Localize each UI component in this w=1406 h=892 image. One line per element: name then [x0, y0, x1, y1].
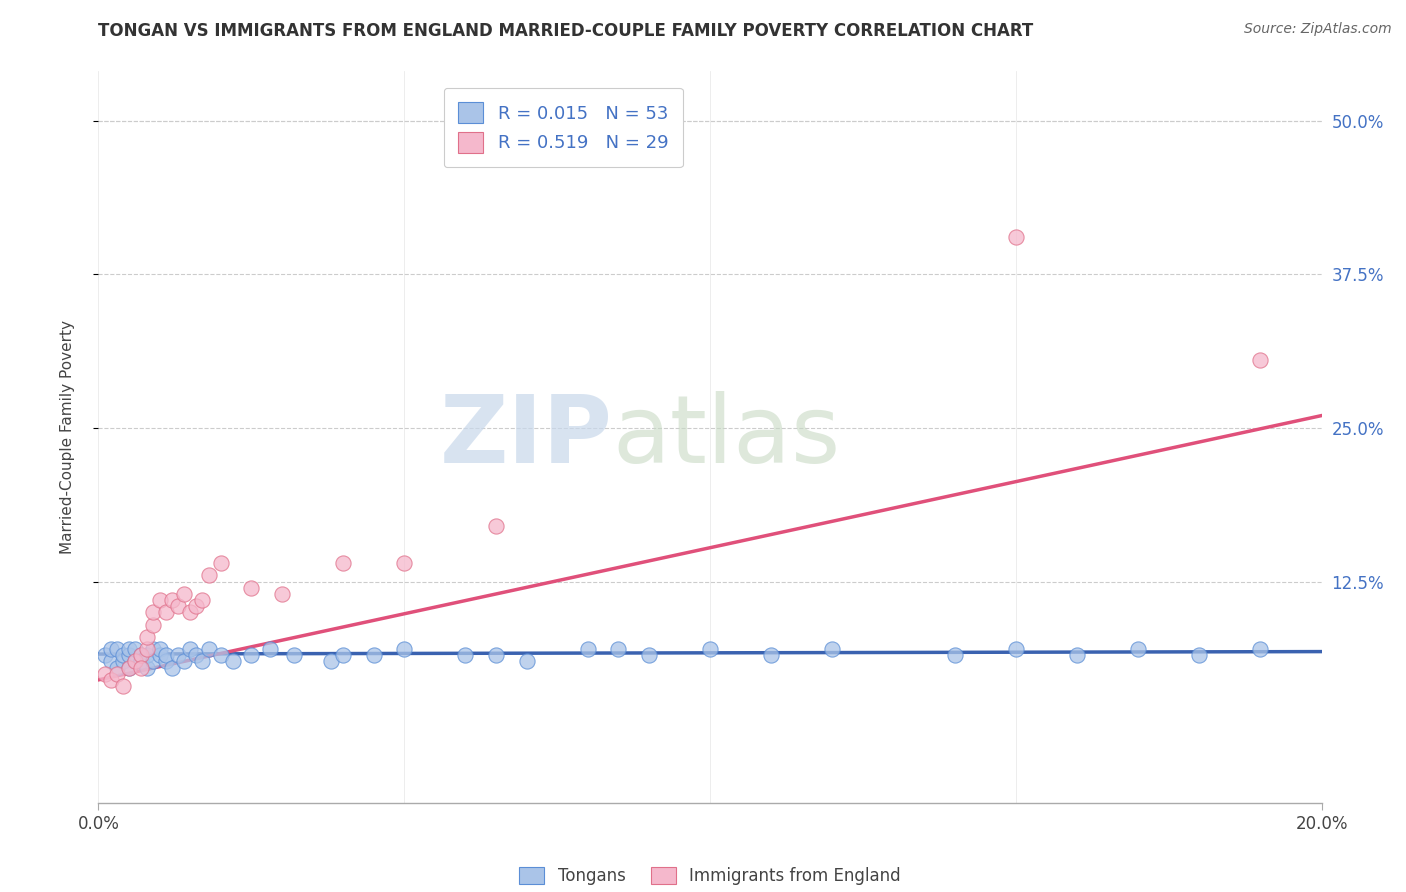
- Point: [699, 642, 721, 657]
- Point: [173, 655, 195, 669]
- Point: [149, 593, 172, 607]
- Point: [209, 648, 232, 663]
- Text: atlas: atlas: [612, 391, 841, 483]
- Point: [332, 648, 354, 663]
- Point: [155, 605, 177, 619]
- Point: [197, 642, 219, 657]
- Point: [129, 655, 152, 669]
- Point: [155, 648, 177, 663]
- Point: [142, 655, 165, 669]
- Point: [1066, 648, 1088, 663]
- Point: [259, 642, 281, 657]
- Point: [124, 642, 146, 657]
- Point: [943, 648, 966, 663]
- Point: [209, 556, 232, 570]
- Point: [118, 660, 141, 674]
- Point: [1004, 642, 1026, 657]
- Point: [129, 648, 152, 663]
- Point: [392, 642, 416, 657]
- Text: TONGAN VS IMMIGRANTS FROM ENGLAND MARRIED-COUPLE FAMILY POVERTY CORRELATION CHAR: TONGAN VS IMMIGRANTS FROM ENGLAND MARRIE…: [98, 22, 1033, 40]
- Point: [142, 642, 165, 657]
- Point: [136, 648, 159, 663]
- Point: [1128, 642, 1150, 657]
- Point: [136, 642, 159, 657]
- Point: [759, 648, 782, 663]
- Point: [485, 519, 508, 533]
- Point: [142, 605, 165, 619]
- Point: [124, 655, 146, 669]
- Point: [100, 655, 122, 669]
- Point: [485, 648, 508, 663]
- Point: [222, 655, 245, 669]
- Point: [142, 617, 165, 632]
- Point: [186, 599, 208, 613]
- Point: [118, 648, 141, 663]
- Point: [191, 593, 214, 607]
- Point: [319, 655, 342, 669]
- Point: [118, 660, 141, 674]
- Point: [1249, 353, 1271, 368]
- Point: [173, 587, 195, 601]
- Point: [111, 679, 134, 693]
- Point: [270, 587, 292, 601]
- Point: [607, 642, 630, 657]
- Point: [516, 655, 538, 669]
- Point: [240, 581, 263, 595]
- Point: [93, 648, 115, 663]
- Point: [240, 648, 263, 663]
- Point: [100, 642, 122, 657]
- Point: [129, 660, 152, 674]
- Point: [392, 556, 416, 570]
- Point: [149, 648, 172, 663]
- Point: [576, 642, 599, 657]
- Point: [1188, 648, 1211, 663]
- Point: [821, 642, 844, 657]
- Point: [136, 630, 159, 644]
- Point: [1004, 230, 1026, 244]
- Point: [160, 660, 183, 674]
- Point: [637, 648, 661, 663]
- Point: [136, 660, 159, 674]
- Point: [105, 666, 128, 681]
- Point: [100, 673, 122, 687]
- Legend: Tongans, Immigrants from England: Tongans, Immigrants from England: [512, 858, 908, 892]
- Point: [105, 642, 128, 657]
- Point: [111, 648, 134, 663]
- Point: [179, 605, 201, 619]
- Point: [167, 648, 190, 663]
- Point: [283, 648, 305, 663]
- Point: [186, 648, 208, 663]
- Point: [124, 655, 146, 669]
- Point: [160, 593, 183, 607]
- Point: [155, 655, 177, 669]
- Point: [111, 655, 134, 669]
- Y-axis label: Married-Couple Family Poverty: Married-Couple Family Poverty: [60, 320, 75, 554]
- Point: [179, 642, 201, 657]
- Point: [363, 648, 385, 663]
- Point: [332, 556, 354, 570]
- Point: [93, 666, 115, 681]
- Point: [167, 599, 190, 613]
- Text: Source: ZipAtlas.com: Source: ZipAtlas.com: [1244, 22, 1392, 37]
- Text: ZIP: ZIP: [439, 391, 612, 483]
- Point: [197, 568, 219, 582]
- Point: [118, 642, 141, 657]
- Point: [454, 648, 477, 663]
- Point: [105, 660, 128, 674]
- Point: [191, 655, 214, 669]
- Point: [129, 648, 152, 663]
- Point: [1249, 642, 1271, 657]
- Point: [149, 642, 172, 657]
